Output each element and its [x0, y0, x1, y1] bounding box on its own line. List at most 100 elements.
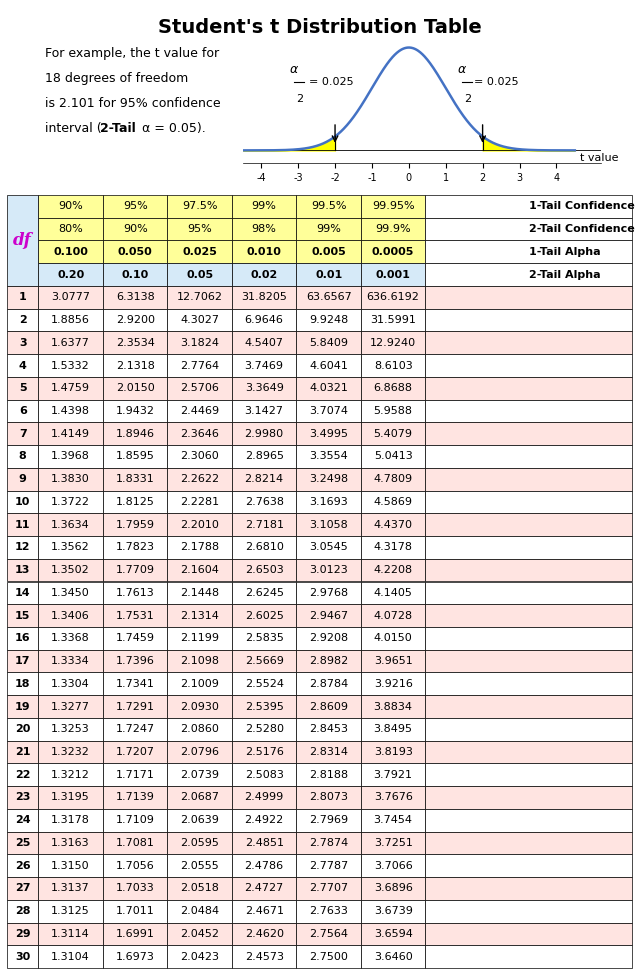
Text: 1.7709: 1.7709 [116, 565, 155, 575]
Text: 3.8495: 3.8495 [374, 724, 413, 734]
Text: 1.3150: 1.3150 [51, 860, 90, 871]
Text: 1.3195: 1.3195 [51, 792, 90, 803]
Text: 1.5332: 1.5332 [51, 361, 90, 370]
Text: 3: 3 [19, 338, 26, 348]
Text: 63.6567: 63.6567 [306, 293, 351, 302]
Text: 2.8214: 2.8214 [245, 474, 284, 484]
Text: 12.9240: 12.9240 [370, 338, 416, 348]
Text: 1-Tail Confidence Level: 1-Tail Confidence Level [528, 201, 639, 211]
Text: 2.1788: 2.1788 [180, 542, 219, 552]
Text: 1.4398: 1.4398 [51, 406, 90, 416]
Text: 1.3406: 1.3406 [51, 610, 90, 620]
Text: 6.3138: 6.3138 [116, 293, 155, 302]
Text: 4.4370: 4.4370 [374, 520, 413, 530]
Text: 4.0728: 4.0728 [374, 610, 413, 620]
Text: 3.7676: 3.7676 [374, 792, 413, 803]
Text: 2: 2 [19, 315, 27, 325]
Text: 2.0739: 2.0739 [180, 770, 219, 780]
Text: 2.4671: 2.4671 [245, 906, 284, 917]
Text: 3.6896: 3.6896 [374, 884, 413, 893]
Text: 636.6192: 636.6192 [367, 293, 420, 302]
Text: 3.1427: 3.1427 [245, 406, 284, 416]
Text: 3.0123: 3.0123 [309, 565, 348, 575]
Text: 1.3163: 1.3163 [51, 838, 90, 848]
Text: 1.3562: 1.3562 [51, 542, 90, 552]
Text: 2.9208: 2.9208 [309, 634, 348, 643]
Text: 28: 28 [15, 906, 31, 917]
Text: 2.5395: 2.5395 [245, 702, 284, 712]
Text: 2.1314: 2.1314 [180, 610, 219, 620]
Text: 2.7181: 2.7181 [245, 520, 284, 530]
Text: 0.02: 0.02 [250, 269, 278, 280]
Text: 2.9200: 2.9200 [116, 315, 155, 325]
Text: 3.6594: 3.6594 [374, 929, 413, 939]
Text: 99%: 99% [316, 225, 341, 234]
Text: 2.7707: 2.7707 [309, 884, 348, 893]
Text: 1.4149: 1.4149 [51, 429, 90, 438]
Text: 11: 11 [15, 520, 31, 530]
Text: 0.0005: 0.0005 [372, 247, 414, 257]
Text: 2.0484: 2.0484 [180, 906, 219, 917]
Text: 2-Tail Alpha: 2-Tail Alpha [528, 269, 600, 280]
Text: 1.7531: 1.7531 [116, 610, 155, 620]
Text: 17: 17 [15, 656, 31, 666]
Text: 1.8125: 1.8125 [116, 497, 155, 507]
Text: 1.3253: 1.3253 [51, 724, 90, 734]
Text: 1.8331: 1.8331 [116, 474, 155, 484]
Text: 23: 23 [15, 792, 31, 803]
Text: 1.9432: 1.9432 [116, 406, 155, 416]
Text: 2.0860: 2.0860 [180, 724, 219, 734]
Text: 2.5524: 2.5524 [245, 678, 284, 689]
Text: 2.1604: 2.1604 [180, 565, 219, 575]
Text: 0.100: 0.100 [53, 247, 88, 257]
Text: 9: 9 [19, 474, 27, 484]
Text: 95%: 95% [123, 201, 148, 211]
Text: 2.8314: 2.8314 [309, 747, 348, 757]
Text: 1.3125: 1.3125 [51, 906, 90, 917]
Text: 1.7109: 1.7109 [116, 816, 155, 825]
Text: 2.1098: 2.1098 [180, 656, 219, 666]
Text: 2.0796: 2.0796 [180, 747, 219, 757]
Text: 2.5280: 2.5280 [245, 724, 284, 734]
Text: 2.4999: 2.4999 [245, 792, 284, 803]
Text: 2.3060: 2.3060 [180, 451, 219, 462]
Text: 1.3334: 1.3334 [51, 656, 90, 666]
Text: 5.9588: 5.9588 [374, 406, 413, 416]
Text: 14: 14 [15, 588, 31, 598]
Text: 2.2281: 2.2281 [180, 497, 219, 507]
Text: 20: 20 [15, 724, 31, 734]
Text: 10: 10 [15, 497, 31, 507]
Text: 8: 8 [19, 451, 27, 462]
Text: 27: 27 [15, 884, 31, 893]
Text: 3.0777: 3.0777 [51, 293, 90, 302]
Text: 3.7921: 3.7921 [374, 770, 413, 780]
Text: 2.7874: 2.7874 [309, 838, 348, 848]
Text: 2.0518: 2.0518 [180, 884, 219, 893]
Text: 1.3502: 1.3502 [51, 565, 90, 575]
Text: 22: 22 [15, 770, 31, 780]
Text: 2.5083: 2.5083 [245, 770, 284, 780]
Text: 3.7074: 3.7074 [309, 406, 348, 416]
Text: 3.2498: 3.2498 [309, 474, 348, 484]
Text: 3.1058: 3.1058 [309, 520, 348, 530]
Text: is 2.101 for 95% confidence: is 2.101 for 95% confidence [45, 97, 220, 110]
Text: 1.7959: 1.7959 [116, 520, 155, 530]
Text: 3.7454: 3.7454 [374, 816, 413, 825]
Text: 3.9216: 3.9216 [374, 678, 413, 689]
Text: 3.7469: 3.7469 [245, 361, 284, 370]
Text: 98%: 98% [252, 225, 277, 234]
Text: 1.3968: 1.3968 [51, 451, 90, 462]
Text: 2.5176: 2.5176 [245, 747, 284, 757]
Text: 2.0555: 2.0555 [180, 860, 219, 871]
Text: 2.4851: 2.4851 [245, 838, 284, 848]
Text: 0.010: 0.010 [247, 247, 282, 257]
Text: 2.7564: 2.7564 [309, 929, 348, 939]
Text: 30: 30 [15, 952, 30, 961]
Text: 18 degrees of freedom: 18 degrees of freedom [45, 72, 189, 85]
Text: 2-Tail: 2-Tail [100, 122, 135, 135]
Text: 16: 16 [15, 634, 31, 643]
Text: 1.3277: 1.3277 [51, 702, 90, 712]
Text: 7: 7 [19, 429, 27, 438]
Text: 2.0595: 2.0595 [180, 838, 219, 848]
Text: 9.9248: 9.9248 [309, 315, 348, 325]
